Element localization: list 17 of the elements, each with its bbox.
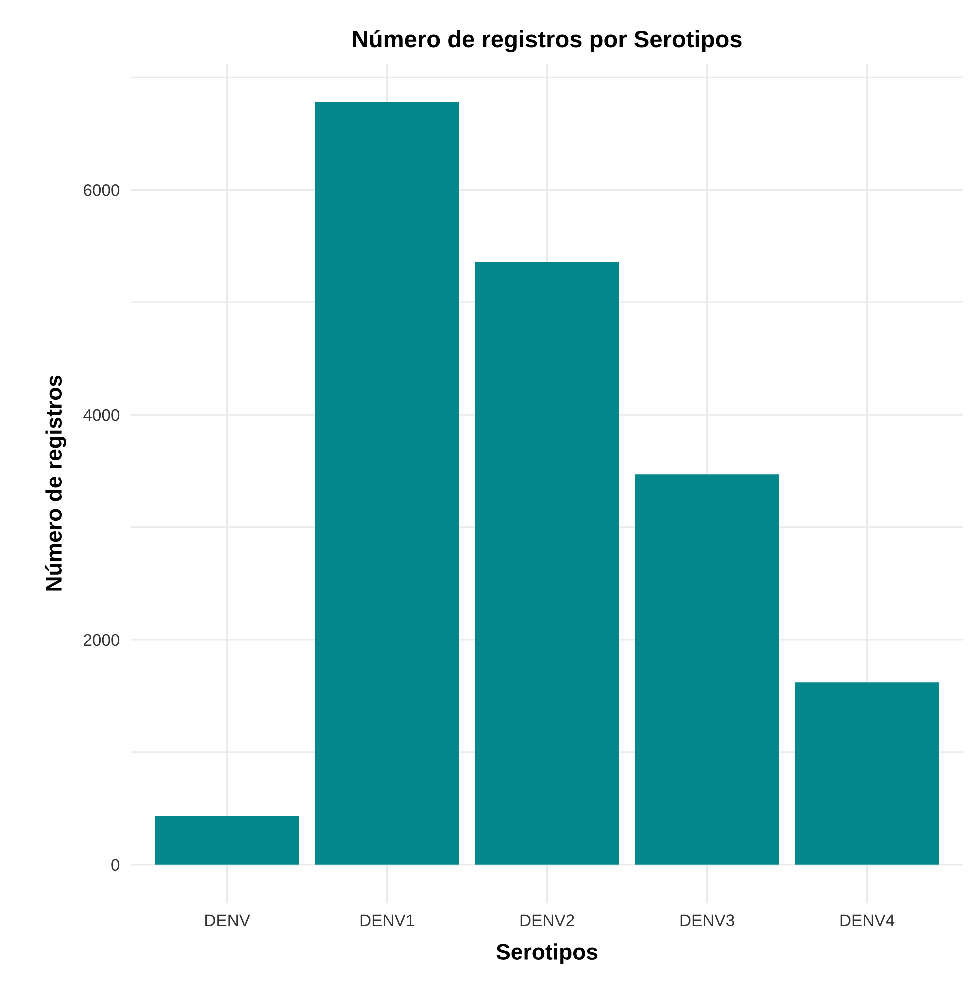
bar	[635, 474, 780, 865]
x-axis-title: Serotipos	[496, 944, 598, 964]
y-axis-title: Número de registros	[45, 376, 67, 591]
chart-title: Número de registros por Serotipos	[353, 30, 742, 52]
bar	[475, 262, 620, 865]
y-tick-label: 6000	[84, 184, 120, 196]
x-tick-label: DENV2	[520, 914, 574, 926]
bar	[315, 102, 460, 865]
x-tick-label: DENV3	[680, 914, 734, 926]
bar	[795, 682, 940, 865]
x-tick-label: DENV	[206, 914, 250, 926]
bar	[155, 816, 300, 865]
y-tick-label: 0	[112, 859, 120, 872]
y-tick-label: 4000	[84, 409, 120, 422]
x-tick-label: DENV4	[840, 914, 895, 926]
x-tick-label: DENV1	[360, 914, 414, 926]
y-tick-label: 2000	[84, 634, 120, 646]
